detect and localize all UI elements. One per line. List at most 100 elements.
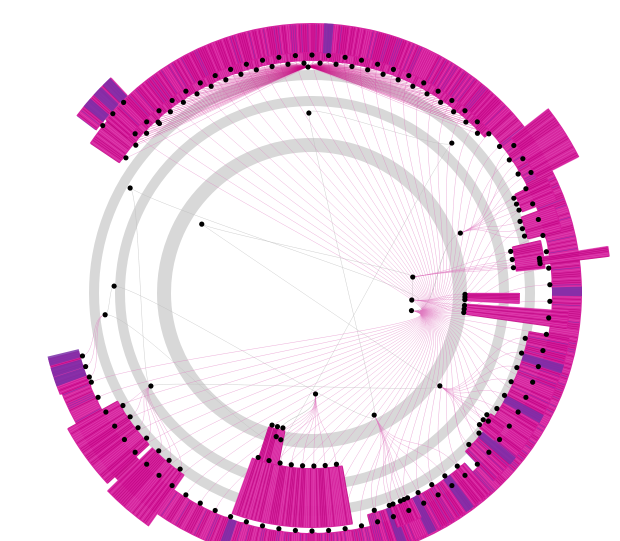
- right-lower-strand: [501, 406, 536, 428]
- left-arc-strand: [255, 528, 260, 541]
- leaf-node: [243, 61, 249, 67]
- right-lower-strand: [514, 381, 552, 399]
- hub-edge: [280, 142, 452, 442]
- hub-edge: [308, 113, 376, 416]
- left-arc-strand: [115, 108, 137, 129]
- tree-edge: [230, 69, 425, 312]
- right-lower-strand: [519, 368, 558, 383]
- left-arc-strand: [433, 60, 449, 86]
- bottom-center-strand: [263, 465, 277, 523]
- right-upper-2-strand: [518, 185, 551, 201]
- leaf-node: [480, 417, 486, 423]
- tree-edge: [411, 133, 490, 312]
- left-arc-strand: [129, 95, 149, 117]
- top-left-block-strand: [79, 112, 99, 127]
- bottom-center-strand: [240, 460, 259, 516]
- left-arc-strand: [219, 40, 230, 67]
- bottom-center-strand: [276, 466, 286, 525]
- bottom-left-tail-strand: [115, 453, 159, 499]
- left-arc-strand: [291, 533, 294, 541]
- left-arc-strand: [264, 28, 271, 56]
- right-lower-strand: [499, 409, 534, 432]
- bottom-right-strand: [370, 514, 379, 541]
- left-arc-strand: [244, 32, 252, 60]
- left-arc-strand: [276, 531, 278, 541]
- left-arc-strand: [317, 533, 319, 541]
- left-arc-strand: [456, 77, 474, 101]
- left-arc-strand: [231, 36, 241, 63]
- left-arc-strand: [319, 24, 321, 53]
- bottom-left-block-strand: [81, 418, 129, 451]
- leaf-node: [180, 99, 186, 105]
- leaf-node: [540, 232, 546, 239]
- left-arc-strand: [551, 267, 580, 271]
- leaf-node: [274, 424, 281, 430]
- left-arc-strand: [279, 25, 284, 54]
- right-top-block-strand: [533, 148, 575, 172]
- left-arc-strand: [166, 66, 182, 91]
- left-arc-strand: [184, 505, 199, 531]
- leaf-node: [406, 507, 412, 514]
- left-arc-strand: [175, 60, 191, 86]
- left-arc-strand: [301, 24, 303, 53]
- left-arc-strand: [245, 525, 250, 541]
- bottom-right-strand: [384, 510, 396, 541]
- leaf-node: [169, 97, 175, 104]
- leaf-node: [390, 501, 396, 507]
- bottom-right-strand: [431, 487, 453, 521]
- left-arc-strand: [552, 269, 581, 273]
- left-arc-strand: [68, 394, 94, 407]
- leaf-node: [546, 315, 552, 321]
- tree-edge: [411, 110, 466, 312]
- bottom-right-strand: [451, 474, 475, 506]
- left-arc-strand: [117, 459, 138, 479]
- left-arc-strand: [460, 81, 479, 104]
- bottom-right-strand: [375, 512, 385, 541]
- tree-edge: [411, 310, 441, 495]
- leaf-node: [451, 109, 457, 115]
- left-lower-block-strand: [58, 377, 87, 389]
- right-bar-2-strand: [467, 295, 519, 297]
- top-arc-strand: [106, 121, 134, 144]
- leaf-node: [496, 436, 503, 443]
- left-arc-strand: [551, 262, 580, 267]
- left-arc-strand: [159, 71, 176, 95]
- left-arc-strand: [552, 302, 581, 304]
- bottom-center-top-strand: [276, 431, 285, 465]
- tree-edge: [411, 310, 510, 427]
- leaf-node: [421, 80, 427, 86]
- hub-edge: [201, 223, 440, 387]
- leaf-node: [292, 527, 298, 534]
- tree-edge: [411, 100, 453, 312]
- left-arc-strand: [169, 64, 186, 89]
- tree-edge: [411, 235, 543, 313]
- right-mid-bar-strand: [543, 256, 609, 265]
- left-arc-strand: [258, 29, 265, 57]
- right-top-block-strand: [530, 142, 571, 166]
- right-upper-strand: [525, 220, 559, 231]
- bottom-center-strand: [258, 464, 273, 521]
- leaf-node: [266, 457, 272, 464]
- right-lower-strand: [473, 442, 504, 471]
- left-arc-strand: [216, 518, 227, 541]
- left-arc-strand: [399, 42, 411, 69]
- left-arc-strand: [388, 38, 399, 65]
- right-lower-strand: [509, 391, 546, 410]
- right-mid-strand: [513, 243, 541, 251]
- right-upper-2-strand: [522, 199, 556, 213]
- tree-edge: [411, 121, 478, 312]
- leaf-node: [132, 449, 138, 455]
- leaf-node: [212, 72, 218, 79]
- left-arc-strand: [473, 93, 494, 115]
- top-left-block-violet-band: [102, 78, 128, 103]
- right-mid-bar-strand: [542, 245, 608, 257]
- leaf-node: [326, 52, 332, 59]
- left-lower-block-violet-band: [53, 367, 87, 387]
- bottom-right-mini-strand: [408, 500, 418, 519]
- bottom-left-block-strand: [88, 425, 134, 460]
- tree-edge: [246, 64, 425, 312]
- hub-edge: [150, 383, 441, 389]
- left-arc-strand: [454, 76, 472, 100]
- right-mid-strand: [514, 247, 542, 254]
- leaf-node: [227, 514, 234, 520]
